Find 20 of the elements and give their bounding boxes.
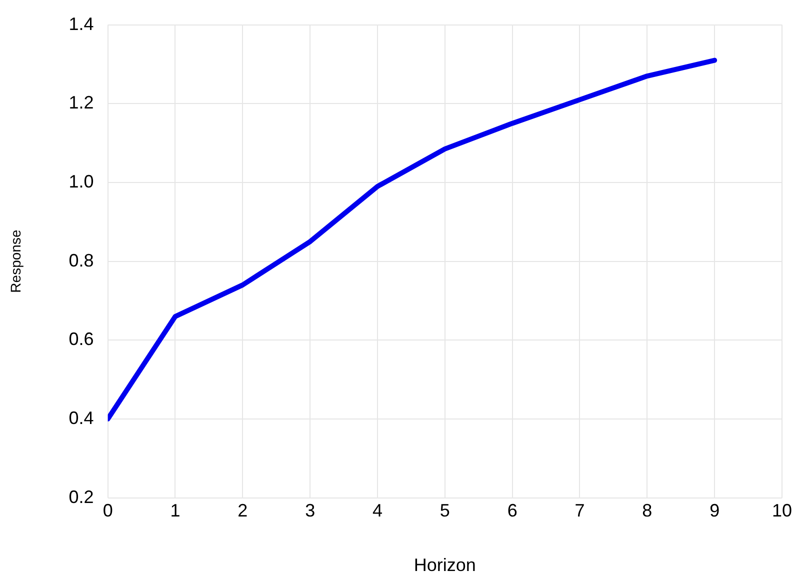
x-tick-label: 1 <box>170 500 180 521</box>
x-tick-label: 0 <box>102 500 113 521</box>
y-tick-label: 1.0 <box>68 171 94 192</box>
y-axis-title: Response <box>7 230 24 293</box>
x-tick-label: 6 <box>507 500 518 521</box>
y-tick-label: 0.2 <box>68 486 94 507</box>
x-tick-label: 10 <box>772 500 792 521</box>
x-tick-label: 7 <box>574 500 585 521</box>
y-tick-label: 1.4 <box>68 14 94 34</box>
x-axis-title: Horizon <box>414 555 476 576</box>
x-tick-label: 2 <box>238 500 248 521</box>
x-tick-label: 9 <box>710 500 720 521</box>
x-tick-label: 4 <box>372 500 382 521</box>
x-tick-label: 3 <box>305 500 316 521</box>
y-tick-label: 0.4 <box>68 408 94 428</box>
x-tick-label: 8 <box>642 500 652 521</box>
x-tick-label: 5 <box>440 500 450 521</box>
y-tick-label: 1.2 <box>68 92 94 113</box>
y-tick-label: 0.8 <box>68 250 94 270</box>
y-tick-label: 0.6 <box>68 329 94 350</box>
